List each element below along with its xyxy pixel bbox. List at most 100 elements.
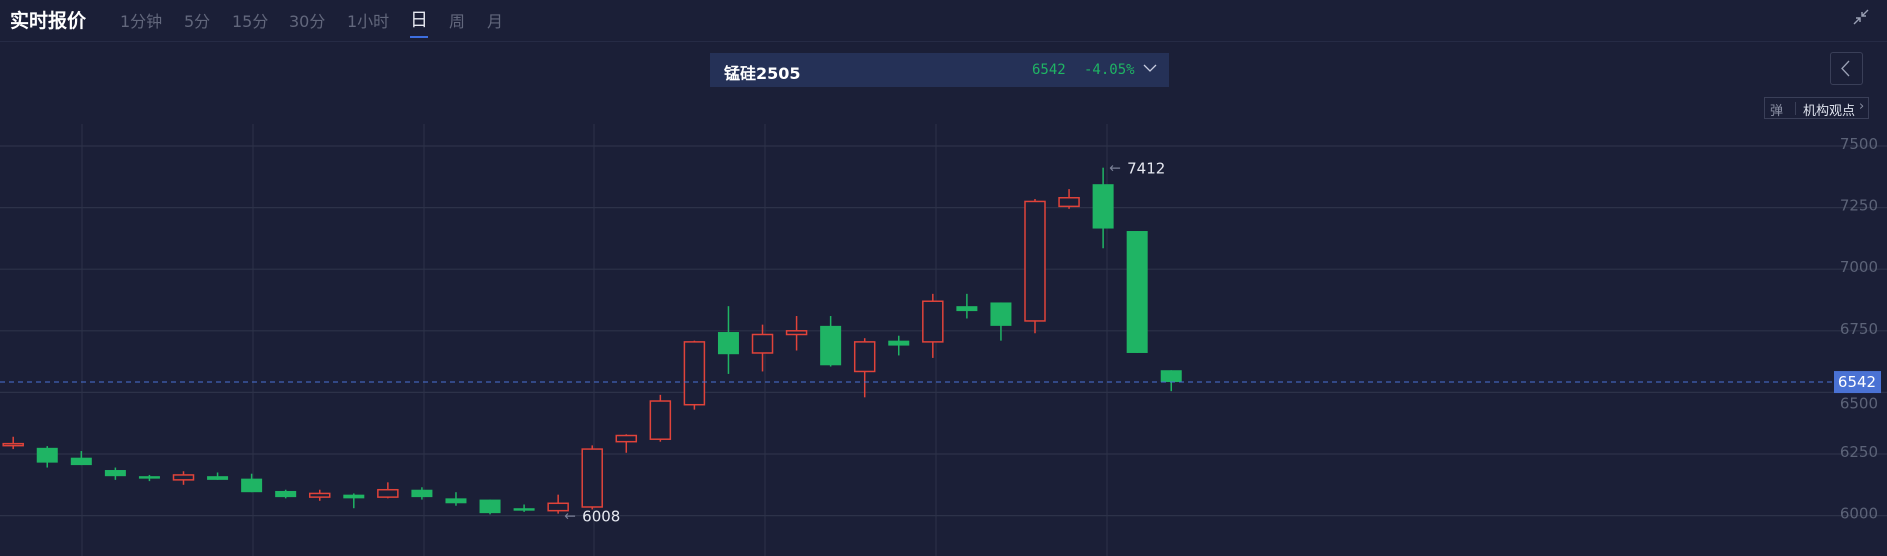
candle-body [990, 302, 1012, 326]
tab-1min[interactable]: 1分钟 [120, 12, 163, 31]
candle [479, 499, 501, 515]
candle [513, 504, 535, 512]
candle-body [70, 457, 92, 466]
page-title: 实时报价 [10, 10, 87, 32]
candle [275, 489, 297, 499]
institution-views-button[interactable]: 弹 机构观点 › [1764, 97, 1869, 119]
candle [547, 494, 569, 514]
candle [207, 472, 229, 480]
candle [343, 493, 365, 509]
candle [2, 436, 24, 450]
candle-body [445, 498, 467, 504]
symbol-name: 锰硅2505 [724, 64, 801, 83]
y-tick-label: 7500 [1840, 135, 1878, 153]
candle-body [308, 492, 331, 498]
top-bar: 实时报价 1分钟 5分 15分 30分 1小时 日 周 月 [0, 0, 1887, 42]
candle-body [275, 490, 297, 498]
candle-body [751, 333, 774, 354]
candle [1092, 167, 1114, 249]
candle [1160, 370, 1182, 392]
candle-body [785, 330, 808, 336]
candle [990, 302, 1012, 341]
tab-15min[interactable]: 15分 [232, 12, 269, 31]
candle-body [138, 476, 160, 479]
candle [717, 306, 739, 374]
candle [308, 489, 331, 501]
candle [70, 451, 92, 466]
candle [820, 316, 842, 367]
candle-body [1126, 231, 1148, 353]
candle [853, 338, 876, 398]
candle [649, 394, 672, 442]
candle [241, 473, 263, 493]
tab-5min[interactable]: 5分 [184, 12, 211, 31]
candle-body [1092, 184, 1114, 229]
candle [138, 474, 160, 482]
candle-body [36, 447, 58, 463]
candle [785, 316, 808, 351]
low_annotation-label: 6008 [582, 508, 620, 526]
candle-body [853, 341, 876, 373]
candle [581, 445, 603, 510]
danmaku-icon[interactable]: 弹 [1770, 104, 1784, 119]
tab-week[interactable]: 周 [449, 12, 466, 31]
candle-body [717, 332, 739, 355]
tab-1hour[interactable]: 1小时 [347, 12, 390, 31]
y-tick-label: 6250 [1840, 443, 1878, 461]
candle-body [172, 474, 195, 481]
candle-body [1058, 196, 1080, 208]
collapse-panel-button[interactable] [1830, 52, 1863, 85]
high_annotation-label: 7412 [1127, 160, 1165, 178]
candle-body [377, 488, 399, 498]
candle [956, 293, 978, 319]
candle-body [104, 470, 126, 477]
symbol-change: -4.05% [1084, 62, 1135, 78]
candle-body [207, 476, 229, 480]
candle-body [888, 340, 910, 346]
candle [172, 471, 195, 485]
candle-body [922, 300, 944, 343]
candle [751, 324, 774, 372]
candle-body [649, 400, 672, 440]
candle-body [1160, 370, 1182, 383]
candle-body [513, 508, 535, 511]
candle [1126, 231, 1148, 353]
candle [411, 487, 433, 500]
y-tick-label: 6750 [1840, 320, 1878, 338]
current-price-label: 6542 [1838, 373, 1876, 391]
candle-body [547, 502, 569, 512]
divider [1795, 102, 1796, 115]
y-tick-label: 6500 [1840, 394, 1878, 412]
candle-body [581, 448, 603, 508]
tab-30min[interactable]: 30分 [289, 12, 326, 31]
symbol-selector[interactable]: 锰硅2505 6542 -4.05% [710, 53, 1169, 87]
candle [888, 335, 910, 356]
candle [1058, 189, 1080, 209]
candle-body [1024, 200, 1046, 322]
compress-arrows-icon[interactable] [1850, 6, 1872, 28]
candle [1024, 198, 1046, 334]
candle [615, 434, 638, 453]
annotation-arrow: ← [564, 509, 576, 525]
chevron-left-icon [1841, 60, 1850, 77]
candle-body [2, 442, 24, 447]
candle-body [411, 489, 433, 498]
institution-views-label: 机构观点 [1803, 104, 1856, 119]
chevron-down-icon[interactable] [1142, 60, 1158, 76]
candle [683, 340, 706, 410]
candle-body [343, 494, 365, 499]
tab-month[interactable]: 月 [487, 12, 504, 31]
candle [377, 482, 399, 499]
y-tick-label: 7000 [1840, 258, 1878, 276]
candle [922, 293, 944, 358]
candle [36, 446, 58, 468]
tab-day[interactable]: 日 [410, 6, 428, 38]
candle-body [479, 499, 501, 514]
candle [445, 492, 467, 506]
current-price-tag [1834, 371, 1881, 394]
candle-body [820, 325, 842, 366]
y-tick-label: 6000 [1840, 505, 1878, 523]
chevron-right-icon: › [1859, 99, 1865, 114]
symbol-price: 6542 [1032, 62, 1066, 78]
